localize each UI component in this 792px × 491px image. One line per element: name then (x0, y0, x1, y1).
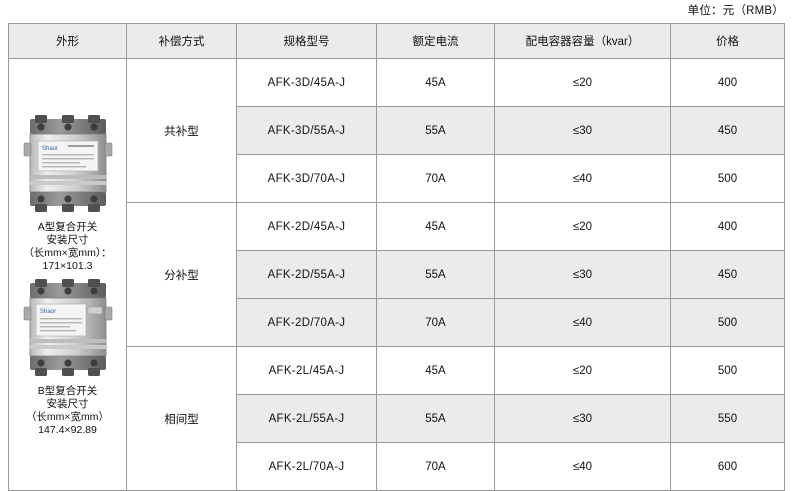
capacity-cell: ≤30 (494, 106, 671, 155)
price-cell: 450 (670, 106, 785, 155)
table-row: AFK-2D/55A-J 55A ≤30 450 (9, 250, 785, 299)
model-cell: AFK-2L/70A-J (236, 442, 377, 491)
specification-table: 外形 补偿方式 规格型号 额定电流 配电容器容量（kvar） 价格 (8, 23, 785, 491)
composite-switch-type-a-icon: Shaor (23, 114, 112, 212)
product-b-caption-line-4: 147.4×92.89 (38, 423, 97, 436)
model-cell: AFK-2D/45A-J (236, 202, 377, 251)
current-cell: 45A (376, 202, 495, 251)
product-a-caption-line-4: 171×101.3 (42, 259, 93, 272)
composite-switch-type-b-icon: Shaor (23, 278, 112, 376)
table-body: Shaor (8, 58, 785, 491)
current-cell: 70A (376, 442, 495, 491)
header-capacitor-capacity: 配电容器容量（kvar） (494, 23, 671, 59)
compensation-mode-cell: 共补型 (126, 58, 237, 203)
current-cell: 45A (376, 346, 495, 395)
header-model: 规格型号 (236, 23, 377, 59)
product-a-caption-line-2: 安装尺寸 (46, 233, 89, 246)
table-header: 外形 补偿方式 规格型号 额定电流 配电容器容量（kvar） 价格 (8, 23, 785, 59)
model-cell: AFK-3D/45A-J (236, 58, 377, 107)
model-cell: AFK-2L/45A-J (236, 346, 377, 395)
table-row: AFK-3D/70A-J 70A ≤40 500 (9, 154, 785, 203)
price-cell: 600 (670, 442, 785, 491)
price-cell: 400 (670, 202, 785, 251)
model-cell: AFK-3D/55A-J (236, 106, 377, 155)
capacity-cell: ≤20 (494, 202, 671, 251)
header-shape: 外形 (8, 23, 127, 59)
table-row: Shaor (8, 58, 785, 491)
current-cell: 70A (376, 298, 495, 347)
price-cell: 500 (670, 298, 785, 347)
header-price: 价格 (670, 23, 785, 59)
model-cell: AFK-3D/70A-J (236, 154, 377, 203)
compensation-mode-cell: 相间型 (126, 346, 237, 491)
price-cell: 550 (670, 394, 785, 443)
model-cell: AFK-2D/55A-J (236, 250, 377, 299)
table-row: AFK-2L/55A-J 55A ≤30 550 (9, 394, 785, 443)
table-row: 分补型 AFK-2D/45A-J 45A ≤20 400 (9, 202, 785, 347)
header-compensation-mode: 补偿方式 (126, 23, 237, 59)
product-b-block: Shaor (9, 277, 126, 437)
model-cell: AFK-2D/70A-J (236, 298, 377, 347)
product-b-caption: B型复合开关 安装尺寸 （长mm×宽mm） 147.4×92.89 (26, 385, 109, 437)
current-cell: 45A (376, 58, 495, 107)
unit-note: 单位：元（RMB） (687, 5, 784, 17)
price-cell: 500 (670, 346, 785, 395)
product-a-caption: A型复合开关 安装尺寸 （长mm×宽mm）： 171×101.3 (23, 221, 111, 273)
price-cell: 400 (670, 58, 785, 107)
table-row: AFK-3D/55A-J 55A ≤30 450 (9, 106, 785, 155)
product-b-caption-line-3: （长mm×宽mm） (25, 410, 110, 423)
product-a-block: Shaor (9, 113, 126, 273)
product-a-caption-line-3: （长mm×宽mm）： (23, 246, 112, 259)
capacity-cell: ≤30 (494, 394, 671, 443)
current-cell: 55A (376, 250, 495, 299)
product-a-caption-line-1: A型复合开关 (37, 220, 98, 233)
capacity-cell: ≤40 (494, 154, 671, 203)
header-row: 外形 补偿方式 规格型号 额定电流 配电容器容量（kvar） 价格 (8, 23, 785, 59)
page-root: 单位：元（RMB） 外形 补偿方式 规格型号 额定电流 配电容器容量（kvar）… (8, 5, 785, 491)
price-cell: 500 (670, 154, 785, 203)
current-cell: 55A (376, 106, 495, 155)
model-cell: AFK-2L/55A-J (236, 394, 377, 443)
product-b-caption-line-1: B型复合开关 (37, 384, 98, 397)
svg-text:Shaor: Shaor (40, 309, 56, 315)
product-b-caption-line-2: 安装尺寸 (46, 397, 89, 410)
capacity-cell: ≤30 (494, 250, 671, 299)
product-image-cell: Shaor (8, 58, 127, 491)
svg-text:Shaor: Shaor (42, 146, 58, 152)
price-cell: 450 (670, 250, 785, 299)
capacity-cell: ≤20 (494, 346, 671, 395)
capacity-cell: ≤20 (494, 58, 671, 107)
header-rated-current: 额定电流 (376, 23, 495, 59)
compensation-mode-cell: 分补型 (126, 202, 237, 347)
capacity-cell: ≤40 (494, 442, 671, 491)
table-row: AFK-2D/70A-J 70A ≤40 500 (9, 298, 785, 347)
capacity-cell: ≤40 (494, 298, 671, 347)
current-cell: 55A (376, 394, 495, 443)
current-cell: 70A (376, 154, 495, 203)
